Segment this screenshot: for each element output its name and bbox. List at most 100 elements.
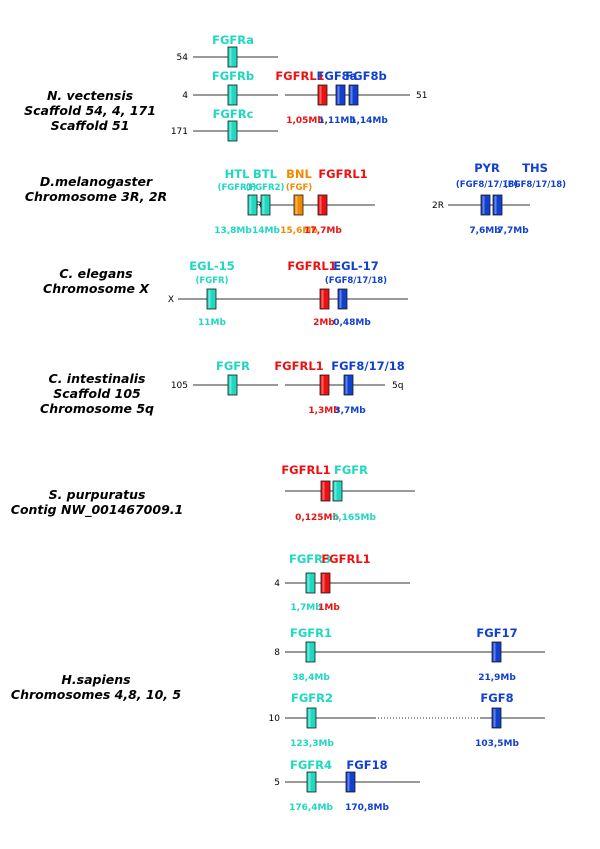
gene-fgfrl1: FGFRL1 2Mb: [287, 259, 336, 328]
gene-fgfrl1: FGFRL1 1,3Mb: [274, 359, 340, 416]
gene-box-highlight: [229, 122, 232, 140]
gene-box: [319, 288, 330, 310]
gene-position: 1,14Mb: [350, 116, 388, 126]
gene-box: [227, 46, 238, 68]
species-label-line: D.melanogaster: [40, 174, 153, 189]
gene-fgf8: FGF8 103,5Mb: [475, 691, 519, 749]
gene-box-highlight: [322, 574, 325, 592]
gene-box-highlight: [337, 86, 340, 104]
gene-name: FGFR1: [290, 626, 332, 640]
gene-name: FGFRL1: [318, 167, 367, 181]
gene-position: 0,125Mb: [295, 513, 339, 523]
chromosome-label: 5q: [392, 381, 403, 391]
gene-egl-15: EGL-15 (FGFR) 11Mb: [189, 259, 234, 328]
chromosome-label: 105: [171, 381, 188, 391]
gene-box: [320, 572, 331, 594]
gene-box-highlight: [208, 290, 211, 308]
gene-name: FGFR: [216, 359, 250, 373]
gene-box: [491, 641, 502, 663]
chromosome-label: 4: [182, 91, 188, 101]
gene-box-highlight: [482, 196, 485, 214]
gene-position: 7,6Mb: [469, 226, 501, 236]
gene-fgfrl1: FGFRL1 1,05Mb: [275, 69, 328, 126]
gene-ortholog: (FGF8/17/18): [456, 180, 518, 190]
gene-ortholog: (FGFR): [196, 276, 229, 286]
gene-box-highlight: [334, 482, 337, 500]
gene-name: EGL-15: [189, 259, 234, 273]
gene-box-highlight: [307, 643, 310, 661]
species-label-line: Chromosome 5q: [40, 401, 154, 416]
gene-box: [319, 374, 330, 396]
chromosome-label: 51: [416, 91, 427, 101]
gene-position: 1,7Mb: [290, 603, 322, 613]
gene-box-highlight: [295, 196, 298, 214]
gene-position: 14Mb: [252, 226, 280, 236]
gene-fgf17: FGF17 21,9Mb: [476, 626, 517, 683]
gene-box-highlight: [319, 196, 322, 214]
gene-box: [306, 707, 317, 729]
gene-ths: THS (FGF8/17/18) 7,7Mb: [492, 161, 566, 236]
gene-name: FGFRa: [212, 33, 254, 47]
gene-box: [206, 288, 217, 310]
gene-position: 15,6Mb: [280, 226, 318, 236]
gene-box-highlight: [308, 773, 311, 791]
gene-position: 0,48Mb: [333, 318, 371, 328]
gene-position: 1Mb: [318, 603, 340, 613]
gene-box-highlight: [321, 290, 324, 308]
gene-box: [480, 194, 491, 216]
gene-name: EGL-17: [333, 259, 378, 273]
gene-box: [305, 641, 316, 663]
gene-box: [345, 771, 356, 793]
gene-ortholog: (FGFR2): [246, 183, 285, 193]
gene-box-highlight: [308, 709, 311, 727]
gene-name: FGFRL1: [321, 552, 370, 566]
species-label-line: Chromosomes 4,8, 10, 5: [11, 687, 181, 702]
gene-name: FGFRL1: [281, 463, 330, 477]
gene-box-highlight: [494, 196, 497, 214]
gene-position: 38,4Mb: [292, 673, 330, 683]
gene-fgf8-17-18: FGF8/17/18 3,7Mb: [331, 359, 405, 416]
gene-box-highlight: [262, 196, 265, 214]
gene-position: 13,8Mb: [214, 226, 252, 236]
chromosome-label: 171: [171, 127, 188, 137]
gene-position: 0,165Mb: [332, 513, 376, 523]
gene-box-highlight: [229, 48, 232, 66]
gene-name: FGF18: [346, 758, 387, 772]
gene-name: FGFR3: [289, 552, 331, 566]
species-label-line: Chromosome X: [43, 281, 150, 296]
gene-position: 2Mb: [313, 318, 335, 328]
gene-box-highlight: [493, 643, 496, 661]
gene-box: [293, 194, 304, 216]
gene-position: 3,7Mb: [334, 406, 366, 416]
gene-position: 123,3Mb: [290, 739, 334, 749]
gene-fgfra: FGFRa: [212, 33, 254, 68]
species-label-line: Contig NW_001467009.1: [11, 502, 183, 518]
gene-fgf8b: FGF8b 1,14Mb: [345, 69, 388, 126]
gene-box-highlight: [321, 376, 324, 394]
gene-fgfr2: FGFR2 123,3Mb: [290, 691, 334, 749]
gene-name: FGF8a: [317, 69, 358, 83]
gene-name: FGF8: [480, 691, 513, 705]
gene-position: 1,05Mb: [286, 116, 324, 126]
gene-name: FGF8b: [345, 69, 386, 83]
gene-ortholog: (FGF8/17/18): [504, 180, 566, 190]
gene-name: FGFRb: [212, 69, 254, 83]
gene-name: FGFRc: [213, 107, 254, 121]
gene-name: FGF17: [476, 626, 517, 640]
gene-egl-17: EGL-17 (FGF8/17/18) 0,48Mb: [325, 259, 387, 328]
gene-name: FGFRL1: [275, 69, 324, 83]
gene-box: [491, 707, 502, 729]
species-label-line: C. elegans: [59, 266, 132, 281]
gene-position: 21,9Mb: [478, 673, 516, 683]
gene-fgfr4: FGFR4 176,4Mb: [289, 758, 333, 813]
gene-box-highlight: [339, 290, 342, 308]
gene-position: 170,8Mb: [345, 803, 389, 813]
gene-fgfrl1: FGFRL1 1Mb: [318, 552, 371, 613]
gene-pyr: PYR (FGF8/17/18) 7,6Mb: [456, 161, 518, 236]
gene-name: FGFR4: [290, 758, 332, 772]
gene-fgfrc: FGFRc: [213, 107, 254, 142]
species-label-line: N. vectensis: [47, 88, 133, 103]
chromosome-label: 54: [177, 53, 189, 63]
gene-box: [317, 194, 328, 216]
